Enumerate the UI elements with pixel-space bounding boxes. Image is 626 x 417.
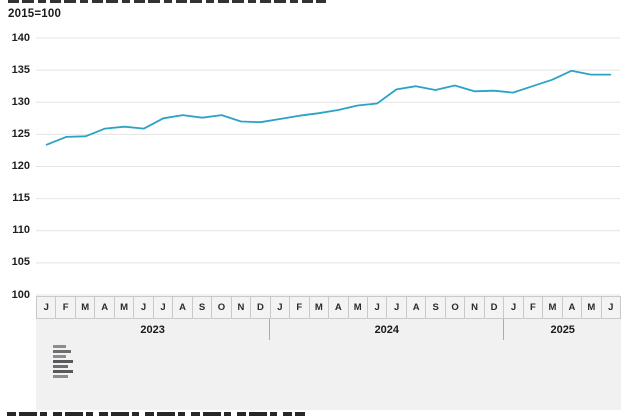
month-tick-cell: A [562,297,583,318]
cbs-logo-bar [53,345,66,348]
y-tick-label: 135 [11,63,30,76]
y-tick-label: 125 [11,127,30,140]
line-chart-plot [36,37,620,296]
y-tick-label: 115 [12,192,30,205]
month-tick-cell: J [504,297,524,318]
cbs-logo-bar [53,350,71,353]
month-tick-cell: J [134,297,154,318]
month-tick-cell: O [445,297,466,318]
cbs-logo-bar [53,360,73,363]
y-tick-label: 120 [11,160,30,172]
clipped-title-fragment [8,0,326,3]
year-label-2023: 2023 [140,323,165,336]
y-tick-label: 105 [11,256,30,269]
month-tick-cell: M [75,297,96,318]
month-tick-cell: J [387,297,407,318]
month-tick-cell: N [231,297,252,318]
cbs-logo-bar [53,375,68,378]
unit-label: 2015=100 [8,8,62,20]
month-tick-cell: N [465,297,485,318]
y-tick-label: 130 [11,95,30,108]
y-tick-label: 140 [11,31,30,44]
y-tick-label: 100 [11,288,30,301]
month-tick-cell: J [270,297,291,318]
clipped-caption-fragment [7,412,305,416]
month-tick-cell: J [36,297,57,318]
month-tick-cell: M [114,297,135,318]
month-tick-cell: M [582,297,602,318]
month-tick-cell: A [406,297,427,318]
month-tick-cell: D [251,297,271,318]
cbs-logo-bar [53,355,66,358]
month-tick-cell: D [484,297,505,318]
year-label-2024: 2024 [269,319,503,340]
y-tick-label: 110 [12,224,30,237]
month-tick-cell: S [426,297,446,318]
month-tick-cell: A [95,297,115,318]
month-tick-cell: F [523,297,544,318]
month-tick-cell: A [329,297,349,318]
month-tick-cell: J [367,297,388,318]
month-tick-cell: J [153,297,174,318]
year-label-2025: 2025 [503,319,621,340]
month-tick-cell: M [309,297,330,318]
cbs-logo-bar [53,370,73,373]
month-tick-cell: O [212,297,232,318]
x-axis-year-row: 2023 2024 2025 [36,319,621,340]
month-tick-cell: M [348,297,368,318]
month-tick-cell: J [601,297,622,318]
month-tick-cell: F [56,297,76,318]
cbs-logo-bar [53,365,68,368]
cbs-logo [50,345,76,379]
month-tick-cell: S [192,297,213,318]
index-series-line [45,69,612,146]
month-tick-cell: A [173,297,193,318]
month-tick-cell: F [290,297,310,318]
month-tick-cell: M [543,297,563,318]
